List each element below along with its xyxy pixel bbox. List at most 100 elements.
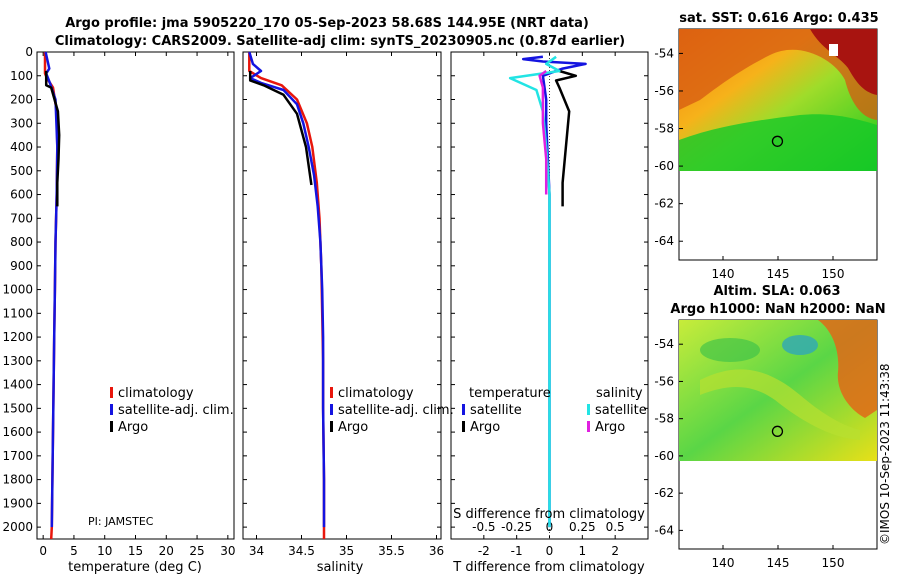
plot-frame	[242, 51, 442, 540]
map-x-tick-label: 150	[822, 267, 845, 281]
y-tick-label: 600	[10, 188, 33, 202]
legend-title-salinity: salinity	[596, 386, 643, 401]
x-tick-label: 15	[128, 544, 143, 558]
map-y-tick-label: -60	[654, 449, 674, 463]
map-y-tick-label: -62	[654, 486, 674, 500]
pi-annotation: PI: JAMSTEC	[88, 515, 154, 528]
map-x-tick-label: 140	[712, 267, 735, 281]
x-axis-label-salinity: salinity	[317, 560, 364, 575]
y-tick-label: 1900	[2, 496, 33, 510]
x-tick-label: 2	[611, 544, 619, 558]
y-tick-label: 1600	[2, 425, 33, 439]
top-tick-label: -0.25	[501, 520, 532, 534]
y-tick-label: 1400	[2, 378, 33, 392]
legend-label-climatology: climatology	[118, 386, 194, 401]
legend-swatch-climatology	[330, 387, 333, 398]
legend-swatch-s-argo	[587, 421, 590, 432]
legend-swatch-s-satellite	[587, 404, 590, 415]
x-tick-label: -2	[478, 544, 490, 558]
watermark: ©IMOS 10-Sep-2023 11:43:38	[878, 363, 892, 545]
x-tick-label: 35.5	[378, 544, 405, 558]
x-tick-label: 34	[249, 544, 264, 558]
x-axis-label-temperature: temperature (deg C)	[68, 560, 202, 575]
sla-eddy-band	[700, 369, 860, 440]
legend-label-satellite: satellite-adj. clim.	[118, 403, 234, 418]
map-x-tick-label: 145	[767, 267, 790, 281]
legend-label-t-argo: Argo	[470, 420, 500, 435]
sla-low-eddy	[782, 335, 818, 355]
legend-label-argo: Argo	[118, 420, 148, 435]
sla-map-title-line-1: Altim. SLA: 0.063	[714, 284, 841, 299]
legend-swatch-t-argo	[462, 421, 465, 432]
map-x-tick-label: 140	[712, 556, 735, 570]
legend-swatch-argo	[330, 421, 333, 432]
map-y-tick-label: -58	[654, 122, 674, 136]
sst-map: 140 145 150 -54 -56 -58 -60 -62 -64	[654, 28, 878, 281]
y-tick-label: 1100	[2, 306, 33, 320]
x-tick-label: 0	[39, 544, 47, 558]
y-tick-label: 300	[10, 116, 33, 130]
series-line-satellite-salinity-	[508, 55, 561, 528]
legend-label-s-satellite: satellite	[595, 403, 647, 418]
map-y-tick-label: -58	[654, 412, 674, 426]
top-tick-label: 0.25	[569, 520, 596, 534]
sla-map: 140 145 150 -54 -56 -58 -60 -62 -64	[654, 319, 878, 570]
salinity-panel: 34 34.5 35 35.5 36	[242, 51, 444, 558]
top-tick-label: -0.5	[472, 520, 495, 534]
plot-frame	[36, 51, 235, 540]
sla-high-ridge	[818, 320, 877, 418]
y-tick-label: 500	[10, 164, 33, 178]
x-tick-label: 5	[70, 544, 78, 558]
float-marker	[771, 425, 784, 437]
y-tick-label: 400	[10, 140, 33, 154]
legend-swatch-argo	[110, 421, 113, 432]
y-tick-label: 1800	[2, 473, 33, 487]
temperature-panel: 0 5 10 15 20 25 300100200300400500600700800900…	[2, 45, 235, 558]
x-tick-label: 0	[546, 544, 554, 558]
legend-swatch-satellite	[330, 404, 333, 415]
y-tick-label: 2000	[2, 520, 33, 534]
x-tick-label: 36	[429, 544, 444, 558]
series-line-argo	[44, 71, 61, 207]
series-line-argo-salinity-	[538, 69, 548, 195]
x-tick-label: 30	[220, 544, 235, 558]
legend-swatch-satellite	[110, 404, 113, 415]
series-line-argo-temperature-	[554, 69, 578, 207]
map-y-tick-label: -54	[654, 46, 674, 60]
y-tick-label: 1200	[2, 330, 33, 344]
y-tick-label: 1700	[2, 449, 33, 463]
map-y-tick-label: -56	[654, 374, 674, 388]
map-y-tick-label: -64	[654, 523, 674, 537]
y-tick-label: 1300	[2, 354, 33, 368]
legend-label-climatology: climatology	[338, 386, 414, 401]
legend-swatch-climatology	[110, 387, 113, 398]
y-tick-label: 1500	[2, 401, 33, 415]
legend-swatch-t-satellite	[462, 404, 465, 415]
x-tick-label: 10	[97, 544, 112, 558]
y-tick-label: 700	[10, 211, 33, 225]
legend-difference: temperature satellite Argo salinity sate…	[462, 386, 647, 435]
top-axis-label-s-difference: S difference from climatology	[453, 507, 645, 522]
x-tick-label: 25	[189, 544, 204, 558]
legend-title-temperature: temperature	[469, 386, 551, 401]
sst-warm-core	[679, 29, 877, 120]
sst-map-title: sat. SST: 0.616 Argo: 0.435	[679, 11, 878, 26]
map-y-tick-label: -56	[654, 84, 674, 98]
y-tick-label: 900	[10, 259, 33, 273]
series-line-satellite-adj-clim-	[248, 51, 326, 528]
y-tick-label: 800	[10, 235, 33, 249]
x-axis-label-t-difference: T difference from climatology	[452, 560, 645, 575]
legend-salinity: climatology satellite-adj. clim. Argo	[330, 386, 454, 435]
map-y-tick-label: -62	[654, 197, 674, 211]
x-tick-label: 1	[579, 544, 587, 558]
y-tick-label: 1000	[2, 283, 33, 297]
sla-map-title-line-2: Argo h1000: NaN h2000: NaN	[670, 302, 885, 317]
sst-cool-band	[679, 114, 877, 171]
map-y-tick-label: -54	[654, 337, 674, 351]
sla-green-patch	[700, 338, 760, 362]
x-tick-label: 34.5	[288, 544, 315, 558]
sst-land-mask	[829, 44, 838, 56]
y-tick-label: 200	[10, 93, 33, 107]
